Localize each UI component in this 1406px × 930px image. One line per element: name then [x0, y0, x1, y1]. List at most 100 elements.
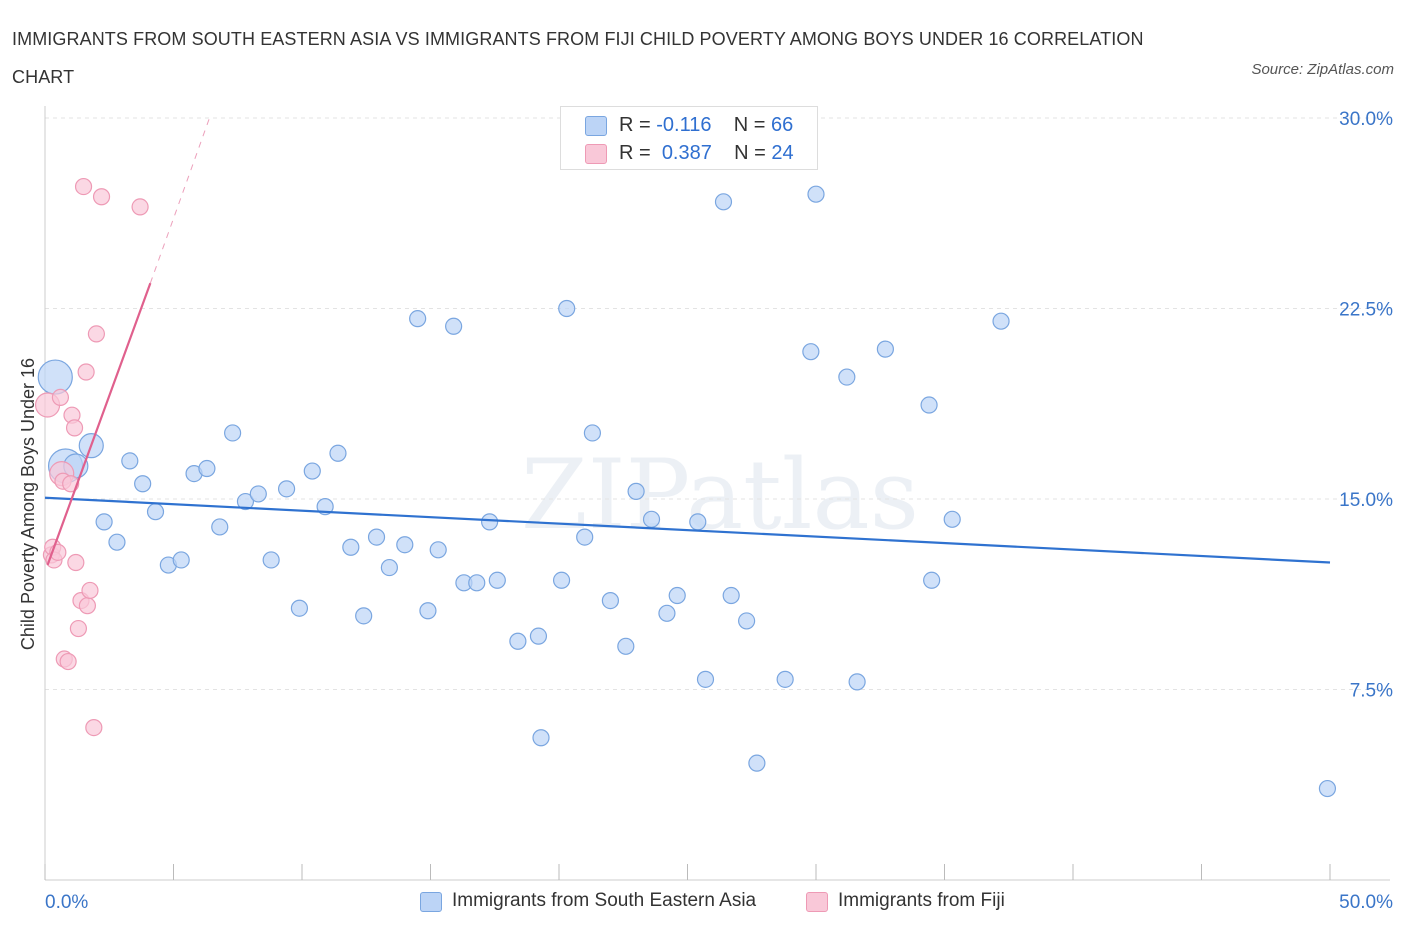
data-point [211, 518, 229, 536]
data-point [342, 538, 360, 556]
data-point [696, 670, 715, 688]
data-point [355, 607, 373, 625]
legend-label-pink: Immigrants from Fiji [838, 890, 1005, 911]
data-point [668, 586, 686, 605]
data-point [445, 317, 463, 335]
data-point [77, 363, 95, 381]
data-point [509, 632, 527, 650]
x-tick-label: 0.0% [45, 892, 88, 913]
r-value-pink: 0.387 [661, 142, 712, 164]
data-point [95, 513, 113, 531]
y-tick-label: 22.5% [1339, 300, 1393, 321]
data-point [131, 198, 149, 216]
y-tick-label: 15.0% [1339, 490, 1393, 511]
data-point [532, 729, 550, 747]
x-tick-label: 50.0% [1339, 892, 1393, 913]
data-point [236, 492, 255, 511]
data-point [992, 312, 1010, 330]
data-point [367, 528, 386, 546]
data-point [488, 571, 506, 589]
data-point [802, 343, 820, 361]
r-label: R = [619, 114, 651, 136]
y-tick-label: 7.5% [1350, 681, 1393, 702]
data-point [529, 627, 548, 645]
blue-swatch [585, 116, 607, 136]
data-point [617, 637, 635, 655]
data-point [224, 424, 242, 442]
data-point [290, 599, 309, 617]
data-point [558, 299, 576, 318]
trend-line-fiji-extension [149, 117, 210, 284]
data-point [714, 193, 733, 211]
blue-swatch [420, 892, 442, 912]
trend-line-south-eastern-asia [44, 496, 1331, 564]
data-point [576, 528, 594, 546]
data-point [419, 602, 437, 620]
data-point [134, 475, 152, 493]
data-point [943, 510, 961, 528]
data-point [722, 586, 740, 605]
data-point [85, 718, 103, 737]
data-point [74, 177, 93, 196]
n-value-pink: 24 [771, 142, 794, 164]
data-point [468, 574, 486, 592]
n-label: N = [734, 142, 766, 164]
data-point [198, 459, 216, 478]
data-point [583, 424, 602, 442]
data-point [601, 591, 620, 610]
series-fiji [34, 177, 149, 737]
legend-label-blue: Immigrants from South Eastern Asia [452, 890, 757, 911]
chart-title: IMMIGRANTS FROM SOUTH EASTERN ASIA VS IM… [12, 29, 1144, 87]
data-point [51, 388, 70, 406]
data-point [108, 533, 126, 551]
pink-swatch [585, 144, 607, 164]
data-point [69, 619, 88, 638]
data-point [776, 670, 794, 688]
data-point [249, 485, 267, 503]
series-legend: Immigrants from South Eastern Asia Immig… [0, 888, 1406, 918]
y-axis-label: Child Poverty Among Boys Under 16 [18, 358, 38, 650]
n-value-blue: 66 [770, 114, 794, 136]
data-point [121, 452, 139, 470]
r-label: R = [619, 142, 651, 164]
data-point [876, 340, 894, 358]
pink-swatch [806, 892, 828, 912]
source-label: Source: ZipAtlas.com [1251, 61, 1394, 78]
data-point [738, 612, 756, 630]
data-point [78, 597, 97, 615]
data-point [409, 310, 427, 328]
data-point [1318, 779, 1337, 798]
data-point [65, 419, 84, 437]
data-point [329, 444, 347, 462]
data-point [303, 462, 321, 480]
data-point [920, 396, 938, 414]
trend-line-fiji [46, 282, 152, 566]
data-point [262, 551, 280, 569]
data-point [87, 325, 106, 343]
data-point [689, 513, 707, 531]
data-point [923, 571, 941, 589]
data-point [552, 571, 571, 589]
data-point [92, 188, 111, 206]
data-point [848, 673, 866, 691]
r-value-blue: -0.116 [656, 114, 712, 136]
data-point [627, 482, 645, 500]
y-tick-label: 30.0% [1339, 109, 1393, 130]
data-point [277, 480, 296, 498]
data-point [172, 551, 190, 569]
data-point [59, 652, 77, 671]
data-point [146, 503, 165, 521]
data-point [396, 536, 414, 554]
data-point [807, 185, 825, 203]
data-point [380, 558, 398, 577]
data-point [37, 359, 73, 395]
data-point [838, 368, 856, 386]
n-label: N = [733, 114, 766, 136]
data-point [748, 754, 766, 772]
data-point [642, 510, 661, 528]
data-point [67, 553, 85, 572]
data-point [429, 541, 447, 559]
correlation-legend: R = -0.116 N = 66 R = 0.387 N = 24 [560, 106, 818, 170]
data-point [481, 513, 499, 531]
